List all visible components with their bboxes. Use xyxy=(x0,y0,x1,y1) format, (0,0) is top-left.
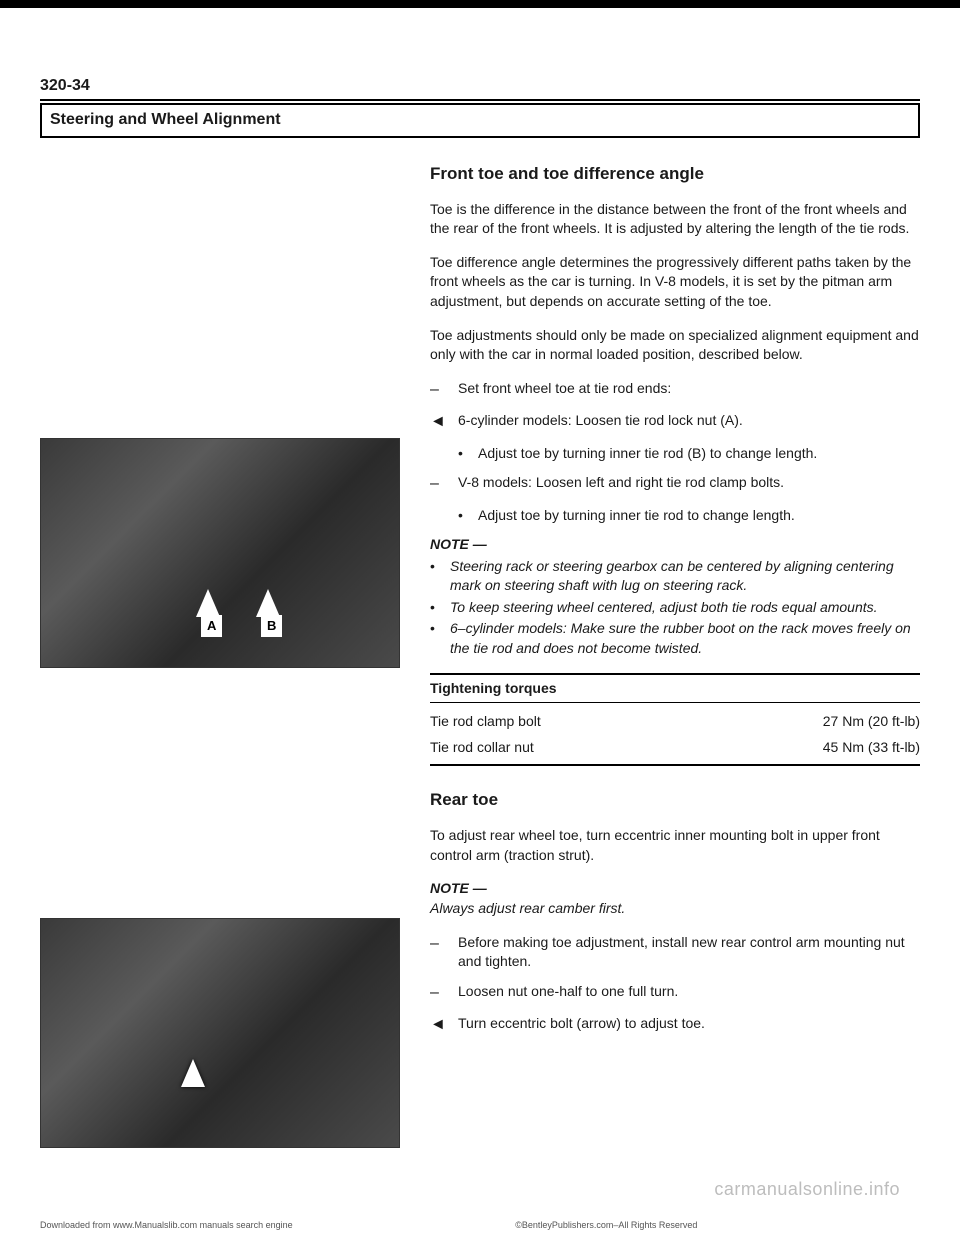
note-item: • 6–cylinder models: Make sure the rubbe… xyxy=(430,619,920,658)
bullet-icon: • xyxy=(458,444,478,464)
top-bar xyxy=(0,0,960,8)
bullet-icon: • xyxy=(430,619,450,658)
step-arrow: ◄ Turn eccentric bolt (arrow) to adjust … xyxy=(430,1014,920,1036)
page-container: 320-34 Steering and Wheel Alignment A B … xyxy=(0,0,960,1242)
paragraph: Toe is the difference in the distance be… xyxy=(430,200,920,239)
page-number: 320-34 xyxy=(40,75,920,101)
paragraph: Toe difference angle determines the prog… xyxy=(430,253,920,312)
arrow-a-icon xyxy=(196,589,220,617)
dash-icon: – xyxy=(430,982,458,1004)
section-title: Steering and Wheel Alignment xyxy=(40,103,920,137)
triangle-left-icon: ◄ xyxy=(430,411,458,433)
heading-rear-toe: Rear toe xyxy=(430,788,920,812)
torque-header: Tightening torques xyxy=(430,679,920,704)
step-text: V-8 models: Loosen left and right tie ro… xyxy=(458,473,920,495)
table-row: Tie rod collar nut 45 Nm (33 ft-lb) xyxy=(430,735,920,761)
dash-icon: – xyxy=(430,933,458,972)
footer-left: Downloaded from www.Manualslib.com manua… xyxy=(40,1219,293,1232)
bullet-icon: • xyxy=(430,598,450,618)
arrow-icon xyxy=(181,1059,205,1087)
step-text: Adjust toe by turning inner tie rod to c… xyxy=(478,506,920,526)
step-sub: • Adjust toe by turning inner tie rod to… xyxy=(458,506,920,526)
table-row: Tie rod clamp bolt 27 Nm (20 ft-lb) xyxy=(430,709,920,735)
note-text: 6–cylinder models: Make sure the rubber … xyxy=(450,619,920,658)
arrow-b-icon xyxy=(256,589,280,617)
note-item: • To keep steering wheel centered, adjus… xyxy=(430,598,920,618)
note-header: NOTE — xyxy=(430,535,920,555)
torque-label: Tie rod clamp bolt xyxy=(430,712,541,732)
step-text: Before making toe adjustment, install ne… xyxy=(458,933,920,972)
paragraph: To adjust rear wheel toe, turn eccentric… xyxy=(430,826,920,865)
note-item: • Steering rack or steering gearbox can … xyxy=(430,557,920,596)
left-column: A B xyxy=(40,158,420,1168)
step-arrow: ◄ 6-cylinder models: Loosen tie rod lock… xyxy=(430,411,920,433)
step-text: 6-cylinder models: Loosen tie rod lock n… xyxy=(458,411,920,433)
step-text: Loosen nut one-half to one full turn. xyxy=(458,982,920,1004)
step-text: Adjust toe by turning inner tie rod (B) … xyxy=(478,444,920,464)
step-dash: – Loosen nut one-half to one full turn. xyxy=(430,982,920,1004)
step-dash: – Set front wheel toe at tie rod ends: xyxy=(430,379,920,401)
note-text: Steering rack or steering gearbox can be… xyxy=(450,557,920,596)
step-text: Turn eccentric bolt (arrow) to adjust to… xyxy=(458,1014,920,1036)
content-columns: A B Front toe and toe difference angle T… xyxy=(40,158,920,1168)
triangle-left-icon: ◄ xyxy=(430,1014,458,1036)
footer: Downloaded from www.Manualslib.com manua… xyxy=(40,1219,920,1232)
torque-value: 27 Nm (20 ft-lb) xyxy=(823,712,920,732)
note-block: NOTE — • Steering rack or steering gearb… xyxy=(430,535,920,659)
dash-icon: – xyxy=(430,379,458,401)
torque-value: 45 Nm (33 ft-lb) xyxy=(823,738,920,758)
label-b: B xyxy=(261,615,282,637)
figure-eccentric-bolt xyxy=(40,918,400,1148)
bullet-icon: • xyxy=(430,557,450,596)
figure-tie-rod: A B xyxy=(40,438,400,668)
torque-table: Tightening torques Tie rod clamp bolt 27… xyxy=(430,673,920,767)
note-block: NOTE — Always adjust rear camber first. xyxy=(430,879,920,918)
label-a: A xyxy=(201,615,222,637)
step-dash: – Before making toe adjustment, install … xyxy=(430,933,920,972)
right-column: Front toe and toe difference angle Toe i… xyxy=(420,158,920,1168)
step-sub: • Adjust toe by turning inner tie rod (B… xyxy=(458,444,920,464)
torque-label: Tie rod collar nut xyxy=(430,738,534,758)
note-text: To keep steering wheel centered, adjust … xyxy=(450,598,920,618)
paragraph: Toe adjustments should only be made on s… xyxy=(430,326,920,365)
note-header: NOTE — xyxy=(430,880,487,896)
step-dash: – V-8 models: Loosen left and right tie … xyxy=(430,473,920,495)
dash-icon: – xyxy=(430,473,458,495)
step-text: Set front wheel toe at tie rod ends: xyxy=(458,379,920,401)
note-text: Always adjust rear camber first. xyxy=(430,900,625,916)
heading-front-toe: Front toe and toe difference angle xyxy=(430,162,920,186)
watermark: carmanualsonline.info xyxy=(714,1177,900,1202)
footer-center: ©BentleyPublishers.com–All Rights Reserv… xyxy=(515,1219,697,1232)
bullet-icon: • xyxy=(458,506,478,526)
